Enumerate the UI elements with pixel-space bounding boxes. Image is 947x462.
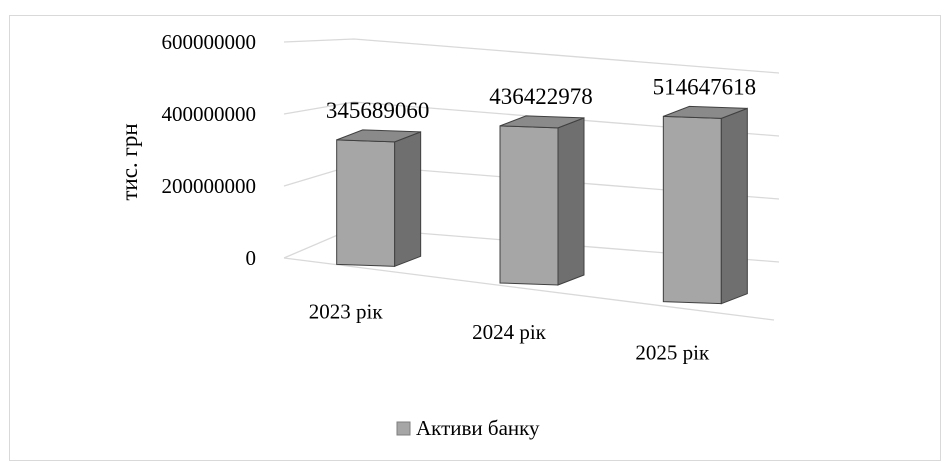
data-label: 514647618 [653, 74, 757, 99]
y-axis-title: тис. грн [117, 123, 142, 200]
legend-label: Активи банку [416, 416, 540, 440]
category-label: 2024 рік [472, 320, 547, 344]
bar-side [394, 131, 422, 268]
category-label: 2025 рік [635, 341, 710, 365]
y-tick-label: 200000000 [162, 174, 257, 198]
bar-front [336, 139, 396, 267]
bar-top [499, 115, 585, 129]
legend-swatch [396, 421, 411, 436]
bar-side [720, 107, 748, 305]
bar-side [557, 117, 585, 286]
bar-front [662, 115, 722, 305]
gridlines [283, 38, 780, 321]
y-tick-label: 600000000 [162, 30, 257, 54]
bar-front [499, 125, 559, 286]
bar-top [663, 105, 748, 119]
labels: 0 200000000 400000000 600000000 345689060 202… [162, 30, 757, 365]
gridline [283, 101, 780, 137]
category-label: 2023 рік [309, 299, 384, 323]
floor-front-edge [283, 257, 775, 321]
y-tick-label: 0 [246, 246, 257, 270]
gridline [283, 38, 780, 74]
data-label: 345689060 [326, 98, 430, 123]
data-label: 436422978 [489, 84, 593, 109]
y-tick-label: 400000000 [162, 102, 257, 126]
bar-top [336, 129, 421, 143]
bars [336, 105, 748, 305]
